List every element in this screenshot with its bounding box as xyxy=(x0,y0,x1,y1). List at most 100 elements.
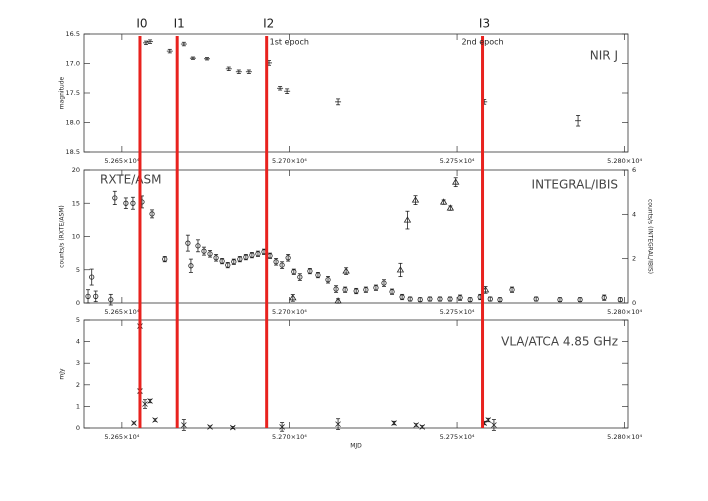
data-point xyxy=(243,254,249,261)
data-point xyxy=(575,115,582,127)
marker-part xyxy=(285,255,291,261)
data-point xyxy=(230,424,236,431)
data-point xyxy=(201,246,207,256)
data-point xyxy=(391,420,397,426)
data-point xyxy=(437,296,443,302)
marker-part xyxy=(353,288,359,294)
annotation: INTEGRAL/IBIS xyxy=(532,178,618,192)
marker-part xyxy=(181,422,187,428)
marker-part xyxy=(152,417,158,423)
data-point xyxy=(373,284,379,291)
y-tick-label: 0 xyxy=(76,299,80,307)
marker-part xyxy=(85,293,91,299)
x-tick-label: 5.280×10⁴ xyxy=(607,157,642,165)
marker-part xyxy=(219,258,225,264)
data-point xyxy=(279,422,285,432)
marker-part xyxy=(452,178,460,185)
data-point xyxy=(231,258,237,265)
data-point xyxy=(277,86,284,91)
data-point xyxy=(130,196,136,210)
data-point xyxy=(123,197,129,209)
marker-part xyxy=(162,256,168,262)
data-point xyxy=(273,258,279,266)
y-tick-label: 17.5 xyxy=(66,89,80,97)
x-tick-label: 5.275×10⁴ xyxy=(440,157,475,165)
marker-part xyxy=(142,401,148,407)
marker-part xyxy=(467,297,473,303)
x-tick-label: 5.265×10⁴ xyxy=(104,433,139,441)
data-point xyxy=(315,272,321,279)
marker-part xyxy=(201,248,207,254)
y2-tick-label: 6 xyxy=(632,166,636,174)
data-point xyxy=(152,417,158,423)
data-point xyxy=(255,250,261,257)
y2-tick-label: 2 xyxy=(632,255,636,263)
marker-part xyxy=(249,252,255,258)
x-tick-label: 5.265×10⁴ xyxy=(104,157,139,165)
y2-tick-label: 4 xyxy=(632,210,636,218)
data-point xyxy=(237,256,243,263)
marker-part xyxy=(89,274,95,280)
marker-part xyxy=(279,424,285,430)
data-point xyxy=(427,296,433,302)
marker-part xyxy=(130,200,136,206)
marker-part xyxy=(131,420,137,426)
data-point xyxy=(108,293,114,306)
data-point xyxy=(195,239,201,253)
data-point xyxy=(333,285,339,293)
data-point xyxy=(557,297,563,303)
marker-part xyxy=(291,269,297,275)
data-point xyxy=(399,293,405,301)
marker-part xyxy=(112,195,118,201)
data-point xyxy=(204,57,211,61)
y-tick-label: 20 xyxy=(72,166,80,174)
data-point xyxy=(577,297,583,303)
data-point xyxy=(249,252,255,259)
data-point xyxy=(446,204,455,211)
marker-part xyxy=(487,296,493,302)
y-tick-label: 2 xyxy=(76,381,80,389)
data-point xyxy=(601,294,607,301)
marker-part xyxy=(407,296,413,302)
data-point xyxy=(188,258,194,273)
marker-part xyxy=(207,424,213,430)
marker-part xyxy=(381,280,387,286)
marker-part xyxy=(373,285,379,291)
marker-part xyxy=(325,277,331,283)
x-tick-label: 5.275×10⁴ xyxy=(440,308,475,316)
marker-part xyxy=(411,196,420,203)
data-point xyxy=(419,424,425,430)
data-point xyxy=(85,289,91,304)
x-tick-label: 5.270×10⁴ xyxy=(272,308,307,316)
marker-part xyxy=(491,422,497,428)
plot-frame xyxy=(83,33,629,153)
x-tick-label: 5.265×10⁴ xyxy=(104,308,139,316)
marker-part xyxy=(207,251,213,257)
marker-part xyxy=(273,259,279,265)
marker-part xyxy=(149,211,155,217)
data-point xyxy=(467,297,473,303)
marker-part xyxy=(509,287,515,293)
data-point xyxy=(509,286,515,293)
marker-part xyxy=(243,254,249,260)
data-point xyxy=(335,98,342,106)
data-point xyxy=(149,209,155,219)
data-point xyxy=(225,262,231,269)
y-tick-label: 5 xyxy=(76,316,80,324)
data-point xyxy=(487,296,493,302)
data-point xyxy=(143,40,150,46)
data-point xyxy=(407,296,413,302)
y-axis-label: counts/s (RXTE/ASM) xyxy=(59,205,66,268)
y2-tick-label: 0 xyxy=(632,299,636,307)
marker-part xyxy=(315,272,321,278)
marker-part xyxy=(557,297,563,303)
annotation: VLA/ATCA 4.85 GHz xyxy=(501,335,618,349)
data-point xyxy=(334,297,342,304)
annotation: RXTE/ASM xyxy=(100,173,161,187)
marker-part xyxy=(188,263,194,269)
data-point xyxy=(307,268,313,275)
y-tick-label: 0 xyxy=(76,424,80,432)
data-point xyxy=(219,258,225,265)
marker-part xyxy=(147,398,153,404)
